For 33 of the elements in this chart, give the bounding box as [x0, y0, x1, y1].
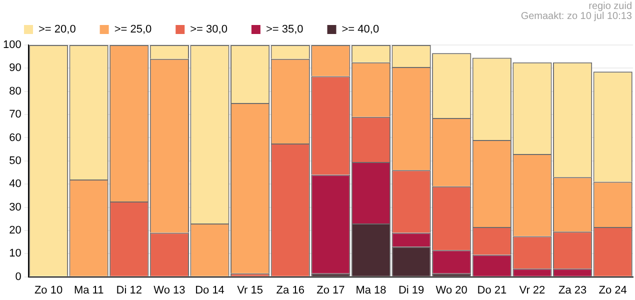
x-tick-label: Di 19	[398, 284, 424, 296]
x-tick-label: Do 14	[195, 284, 224, 296]
y-tick-label: 40	[9, 178, 22, 190]
x-tick-label: Wo 20	[436, 284, 468, 296]
text: Gemaakt: zo 10 jul 10:13	[520, 10, 632, 22]
y-tick-label: 20	[9, 224, 22, 236]
text: regio zuid	[588, 0, 632, 12]
x-tick-label: Za 23	[558, 284, 587, 296]
legend-label: >= 35,0	[266, 24, 304, 36]
y-tick-label: 0	[15, 270, 22, 283]
y-tick-label: 70	[9, 108, 22, 121]
x-tick-label: Zo 24	[598, 284, 627, 296]
y-tick-label: 50	[9, 154, 22, 167]
legend-label: >= 40,0	[342, 24, 380, 36]
x-tick-label: Ma 11	[74, 284, 104, 296]
x-tick-label: Zo 10	[34, 284, 63, 296]
x-tick-label: Zo 17	[316, 284, 345, 296]
x-tick-label: Wo 13	[154, 284, 186, 296]
legend-label: >= 25,0	[114, 24, 152, 36]
legend-label: >= 20,0	[38, 24, 76, 36]
y-tick-label: 30	[9, 201, 22, 214]
x-tick-label: Za 16	[276, 284, 304, 296]
legend-label: >= 30,0	[190, 24, 228, 36]
x-tick-label: Vr 22	[519, 284, 546, 296]
x-tick-label: Ma 18	[356, 284, 386, 296]
y-tick-label: 100	[2, 39, 22, 52]
y-tick-label: 10	[9, 248, 22, 260]
y-tick-label: 80	[9, 85, 22, 98]
x-tick-label: Vr 15	[237, 284, 263, 296]
y-tick-label: 60	[9, 132, 22, 144]
x-tick-label: Di 12	[116, 284, 142, 296]
x-tick-label: Do 21	[477, 284, 507, 296]
y-tick-label: 90	[9, 62, 22, 74]
